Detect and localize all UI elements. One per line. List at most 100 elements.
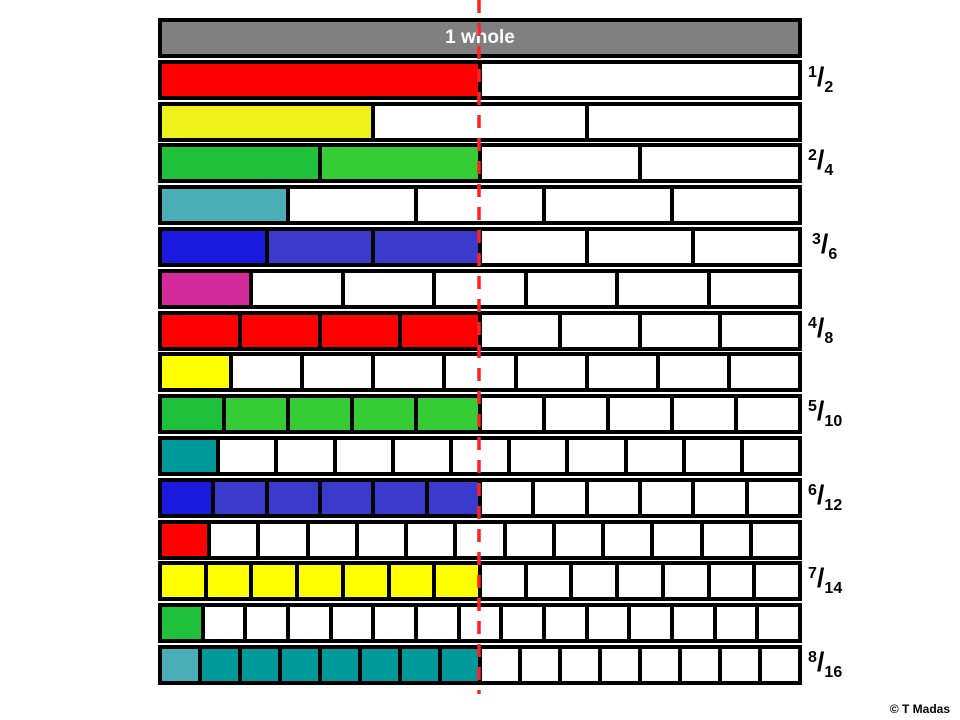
cell	[220, 440, 275, 472]
cell	[481, 482, 532, 514]
fraction-slash: /	[816, 563, 825, 593]
cell	[527, 565, 570, 597]
cell	[503, 607, 543, 639]
fraction-label: 8/16	[808, 647, 842, 681]
shaded-cell	[162, 356, 230, 388]
fraction-row	[158, 478, 802, 518]
cell	[408, 524, 454, 556]
fraction-slash: /	[820, 229, 829, 259]
cell	[517, 356, 585, 388]
cell	[457, 524, 503, 556]
shaded-cell	[390, 565, 433, 597]
cell	[710, 273, 798, 305]
denominator: 4	[824, 162, 834, 179]
numerator: 1	[808, 64, 817, 81]
cell	[641, 482, 692, 514]
cell	[716, 607, 756, 639]
cell	[562, 315, 638, 347]
shaded-cell	[162, 106, 372, 138]
fraction-label: 2/4	[808, 147, 833, 179]
cell	[452, 440, 508, 472]
cell	[482, 64, 798, 96]
cell	[682, 649, 718, 681]
cell	[332, 607, 372, 639]
fraction-row	[158, 60, 802, 100]
cell	[555, 524, 602, 556]
cell	[743, 440, 799, 472]
shaded-cell	[162, 524, 208, 556]
shaded-cell	[162, 482, 212, 514]
cell	[546, 189, 670, 221]
cell	[546, 398, 606, 430]
cell	[659, 356, 727, 388]
cell	[546, 607, 585, 639]
copyright-notice: © T Madas	[889, 702, 950, 716]
shaded-cell	[321, 482, 372, 514]
cell	[482, 231, 585, 263]
shaded-cell	[322, 315, 398, 347]
shaded-cell	[162, 147, 318, 179]
fraction-row	[158, 645, 802, 685]
cell	[290, 607, 329, 639]
shaded-cell	[162, 398, 222, 430]
cell	[375, 106, 585, 138]
cell	[759, 607, 799, 639]
cell	[685, 440, 740, 472]
shaded-cell	[344, 565, 387, 597]
shaded-cell	[322, 147, 478, 179]
fraction-row	[158, 227, 802, 267]
fraction-label: 7/14	[808, 563, 842, 597]
fraction-slash: /	[816, 647, 825, 677]
fraction-label: 3/6	[812, 229, 837, 263]
fraction-slash: /	[816, 480, 825, 510]
cell	[642, 649, 678, 681]
shaded-cell	[354, 398, 414, 430]
cell	[211, 524, 257, 556]
cell	[695, 482, 745, 514]
shaded-cell	[299, 565, 341, 597]
cell	[619, 565, 661, 597]
cell	[738, 398, 798, 430]
cell	[722, 649, 758, 681]
cell	[446, 356, 514, 388]
cell	[588, 106, 798, 138]
cell	[375, 356, 443, 388]
cell	[253, 273, 341, 305]
cell	[664, 565, 707, 597]
cell	[605, 524, 651, 556]
cell	[375, 607, 415, 639]
denominator: 8	[824, 330, 834, 347]
cell	[482, 398, 542, 430]
cell	[602, 649, 638, 681]
cell	[204, 607, 244, 639]
shaded-cell	[162, 189, 286, 221]
fraction-slash: /	[816, 62, 825, 92]
cell	[619, 273, 707, 305]
cell	[642, 147, 798, 179]
cell	[588, 482, 638, 514]
shaded-cell	[162, 231, 265, 263]
shaded-cell	[242, 315, 318, 347]
fraction-row	[158, 394, 802, 434]
shaded-cell	[362, 649, 398, 681]
cell	[588, 231, 692, 263]
cell	[730, 356, 798, 388]
cell	[511, 440, 566, 472]
cell	[290, 189, 414, 221]
shaded-cell	[322, 649, 358, 681]
cell	[482, 649, 518, 681]
numerator: 7	[808, 565, 817, 582]
shaded-cell	[162, 565, 204, 597]
cell	[631, 607, 671, 639]
fraction-slash: /	[816, 313, 825, 343]
fraction-label: 4/8	[808, 313, 833, 347]
cell	[260, 524, 306, 556]
shaded-cell	[162, 315, 238, 347]
cell	[527, 273, 616, 305]
cell	[535, 482, 585, 514]
cell	[482, 147, 638, 179]
cell	[358, 524, 405, 556]
numerator: 4	[808, 315, 817, 332]
cell	[610, 398, 670, 430]
